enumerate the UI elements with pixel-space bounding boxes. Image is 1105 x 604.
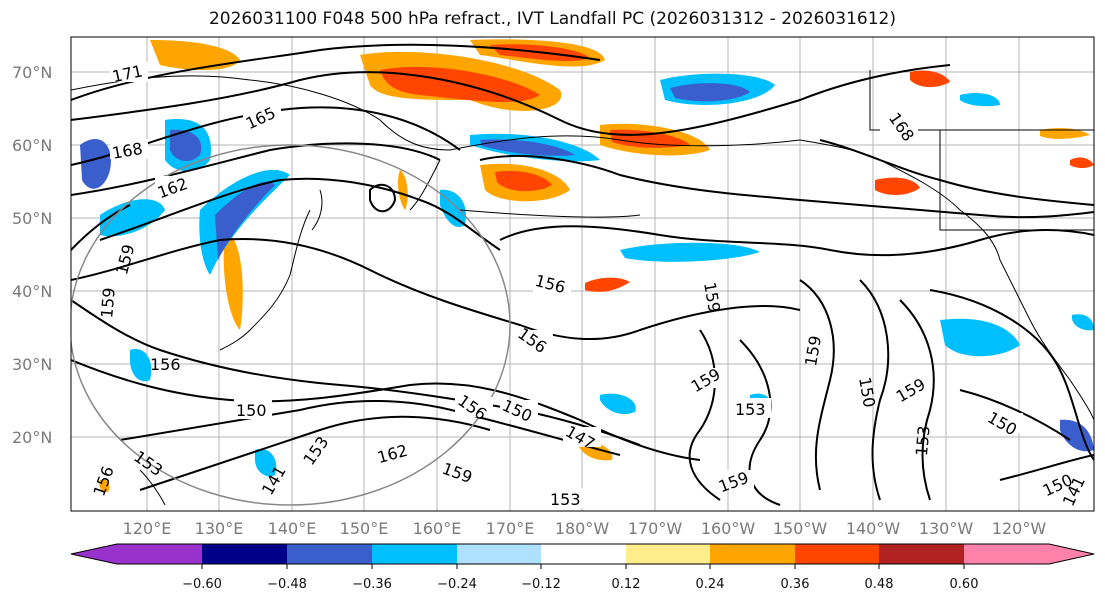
shaded-field	[80, 39, 1094, 492]
colorbar-bin-2	[202, 544, 288, 564]
colorbar-tick-9: 0.48	[865, 577, 894, 592]
colorbar-bin-9	[795, 544, 881, 564]
contour-label-156e: 156	[150, 355, 181, 374]
lon-label-160w: 160°W	[701, 519, 756, 538]
colorbar-bin-3	[287, 544, 373, 564]
lon-label-160e: 160°E	[413, 519, 462, 538]
contour-label-153e: 153	[912, 425, 934, 457]
lon-label-130w: 130°W	[919, 519, 974, 538]
lon-label-170e: 170°E	[486, 519, 535, 538]
colorbar-min-extend	[71, 544, 117, 564]
lon-label-170w: 170°W	[628, 519, 683, 538]
lon-label-150e: 150°E	[340, 519, 389, 538]
lat-label-70: 70°N	[12, 63, 52, 82]
lon-label-140e: 140°E	[268, 519, 317, 538]
colorbar-tick-6: 0.12	[612, 577, 641, 592]
colorbar-tick-1: −0.60	[182, 577, 222, 592]
latitude-labels: 70°N 60°N 50°N 40°N 30°N 20°N	[12, 63, 52, 447]
colorbar-tick-5: −0.12	[521, 577, 561, 592]
colorbar-tick-3: −0.36	[352, 577, 392, 592]
colorbar-outline	[70, 543, 1095, 565]
lon-label-120e: 120°E	[123, 519, 172, 538]
map-frame	[70, 36, 1095, 512]
colorbar-bin-11	[964, 544, 1050, 564]
landfall-region-circles	[71, 144, 511, 506]
lon-label-140w: 140°W	[846, 519, 901, 538]
colorbar-bin-4	[372, 544, 458, 564]
colorbar-tick-4: −0.24	[437, 577, 477, 592]
colorbar-tick-2: −0.48	[267, 577, 307, 592]
height-contours	[71, 43, 1094, 506]
contour-label-150a: 150	[236, 401, 267, 420]
colorbar-bin-8	[710, 544, 796, 564]
longitude-labels: 120°E 130°E 140°E 150°E 160°E 170°E 180°…	[123, 519, 1047, 538]
colorbar-bin-1	[117, 544, 203, 564]
contour-label-153c: 153	[550, 490, 581, 509]
lat-label-50: 50°N	[12, 209, 52, 228]
lat-label-40: 40°N	[12, 282, 52, 301]
lon-label-120w: 120°W	[992, 519, 1047, 538]
colorbar-bin-10	[879, 544, 965, 564]
lon-label-180w: 180°W	[555, 519, 610, 538]
colorbar-tick-8: 0.36	[781, 577, 810, 592]
colorbar-tick-10: 0.60	[950, 577, 979, 592]
colorbar-max-extend	[1049, 544, 1094, 564]
lat-label-30: 30°N	[12, 355, 52, 374]
colorbar-bin-5	[457, 544, 543, 564]
colorbar: −0.60 −0.48 −0.36 −0.24 −0.12 0.12 0.24 …	[70, 543, 1095, 592]
colorbar-tick-7: 0.24	[696, 577, 725, 592]
lon-label-150w: 150°W	[773, 519, 828, 538]
lon-label-130e: 130°E	[195, 519, 244, 538]
lat-label-60: 60°N	[12, 136, 52, 155]
contour-label-153d: 153	[735, 400, 766, 419]
lat-label-20: 20°N	[12, 428, 52, 447]
colorbar-bin-7	[626, 544, 712, 564]
colorbar-bin-6	[541, 544, 627, 564]
contour-label-159b: 159	[97, 287, 119, 319]
map-title: 2026031100 F048 500 hPa refract., IVT La…	[208, 9, 896, 29]
